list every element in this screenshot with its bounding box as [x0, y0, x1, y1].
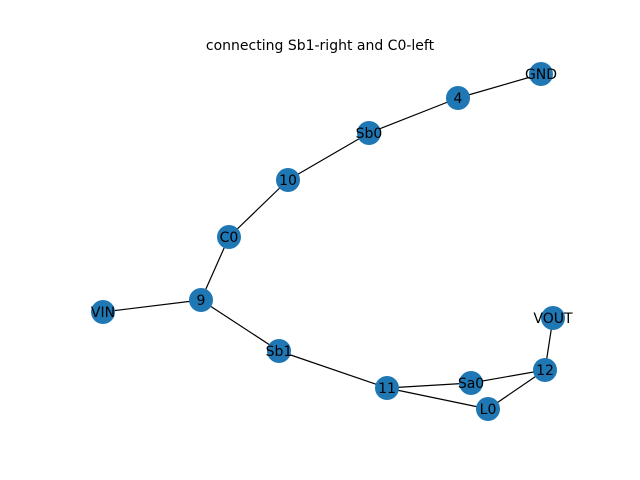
labels-layer: GND 4 Sb0 10 C0 9 VIN Sb1 11 Sa0 L0 12 VOUT — [91, 67, 573, 418]
node-label-L0: L0 — [480, 402, 497, 418]
node-label-C0: C0 — [220, 230, 239, 246]
edge-GND-4 — [457, 73, 542, 99]
node-label-Sb1: Sb1 — [266, 344, 293, 360]
edge-11-Sa0 — [386, 382, 472, 389]
edges-layer — [102, 73, 554, 410]
figure-title: connecting Sb1-right and C0-left — [206, 38, 435, 54]
edge-11-L0 — [386, 387, 489, 410]
node-4 — [446, 86, 470, 110]
node-VIN — [91, 300, 115, 324]
node-label-11: 11 — [378, 381, 396, 397]
node-9 — [189, 288, 213, 312]
edge-Sb0-10 — [287, 132, 370, 181]
node-11 — [375, 376, 399, 400]
node-GND — [529, 62, 553, 86]
node-label-VIN: VIN — [91, 305, 115, 321]
node-Sb1 — [267, 339, 291, 363]
edge-9-VIN — [102, 299, 202, 313]
node-label-4: 4 — [454, 91, 463, 107]
node-label-VOUT: VOUT — [533, 311, 573, 327]
node-label-12: 12 — [536, 363, 554, 379]
node-label-Sb0: Sb0 — [356, 126, 383, 142]
node-VOUT — [541, 306, 565, 330]
node-label-10: 10 — [279, 173, 297, 189]
node-10 — [276, 168, 300, 192]
edge-10-C0 — [228, 179, 289, 238]
edge-Sb1-11 — [278, 350, 388, 389]
node-label-9: 9 — [197, 293, 206, 309]
node-12 — [533, 358, 557, 382]
node-label-GND: GND — [525, 67, 557, 83]
edge-9-Sb1 — [200, 299, 280, 352]
node-Sb0 — [357, 121, 381, 145]
node-Sa0 — [459, 371, 483, 395]
edge-Sa0-12 — [470, 369, 546, 384]
node-L0 — [476, 397, 500, 421]
node-label-Sa0: Sa0 — [458, 376, 484, 392]
nodes-layer — [91, 62, 565, 421]
edge-4-Sb0 — [368, 97, 459, 134]
node-C0 — [217, 225, 241, 249]
